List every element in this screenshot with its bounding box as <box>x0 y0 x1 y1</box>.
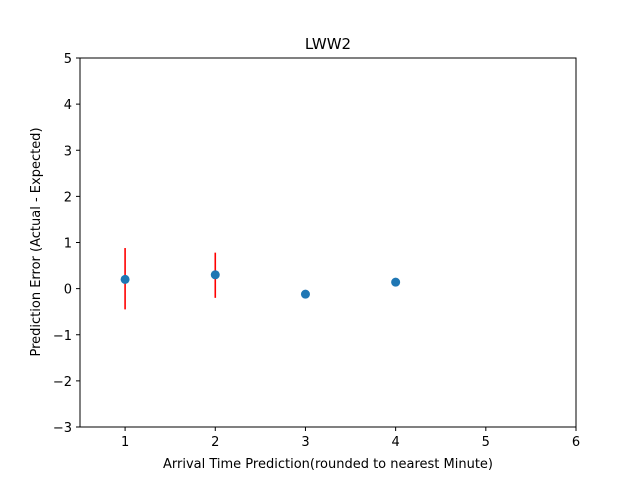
x-tick-label: 4 <box>391 435 399 450</box>
data-point <box>120 274 130 284</box>
tick-layer: 1 2 3 4 5 6 −3 −2 −1 0 1 2 3 4 5 <box>53 52 580 450</box>
data-point <box>300 289 310 299</box>
chart-title: LWW2 <box>305 35 351 53</box>
y-tick-label: 4 <box>64 98 72 113</box>
x-axis-label: Arrival Time Prediction(rounded to neare… <box>163 457 493 472</box>
y-tick-label: −2 <box>53 375 72 390</box>
x-tick-label: 6 <box>572 435 580 450</box>
y-tick-label: 0 <box>64 283 72 298</box>
y-tick-label: 3 <box>64 144 72 159</box>
y-tick-label: −1 <box>53 329 72 344</box>
y-tick-label: 1 <box>64 237 72 252</box>
y-tick-label: 5 <box>64 52 72 67</box>
y-tick-label: −3 <box>53 421 72 436</box>
plot-layer <box>120 248 401 310</box>
data-point <box>210 270 220 280</box>
x-tick-label: 5 <box>482 435 490 450</box>
y-tick-label: 2 <box>64 190 72 205</box>
x-tick-label: 2 <box>211 435 219 450</box>
x-tick-label: 1 <box>121 435 129 450</box>
y-axis-label: Prediction Error (Actual - Expected) <box>29 127 44 356</box>
data-point <box>391 277 401 287</box>
x-tick-label: 3 <box>301 435 309 450</box>
